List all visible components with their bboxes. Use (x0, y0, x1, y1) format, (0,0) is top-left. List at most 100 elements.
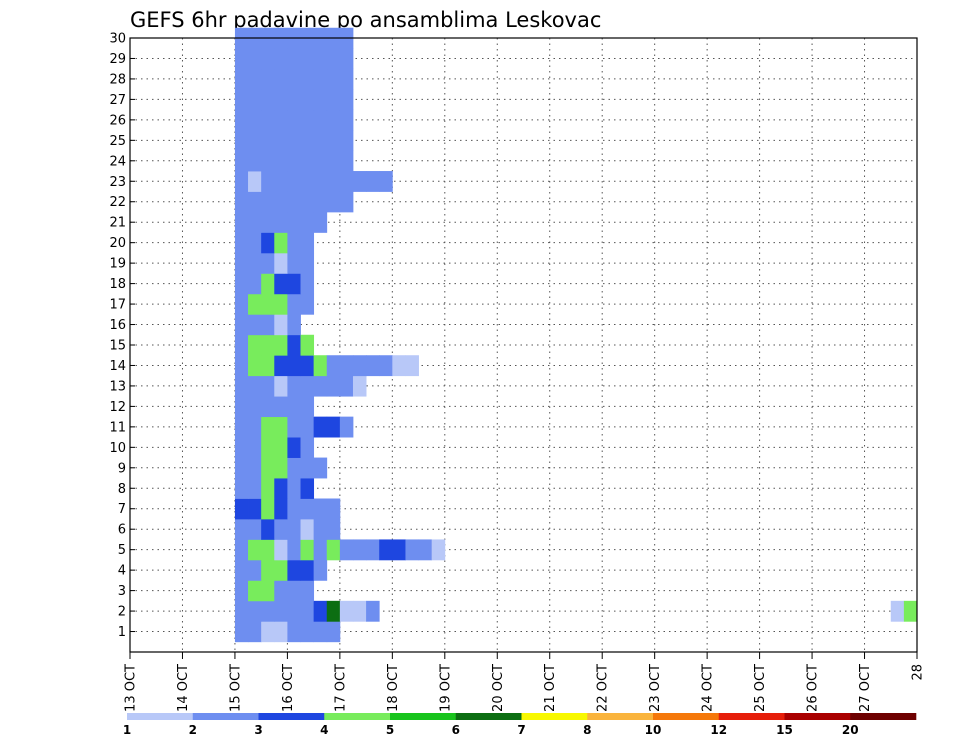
ensemble-cell (248, 211, 262, 233)
ensemble-cell (234, 518, 249, 540)
y-tick-label: 21 (109, 216, 126, 231)
ensemble-cell (300, 48, 315, 70)
ensemble-cell (234, 171, 249, 192)
ensemble-cell (287, 232, 301, 254)
ensemble-cell (326, 48, 341, 70)
ensemble-cell (890, 600, 905, 622)
y-tick-label: 7 (118, 502, 126, 517)
colorbar-swatch (521, 713, 588, 720)
ensemble-cell (274, 498, 288, 520)
ensemble-cell (261, 437, 275, 458)
ensemble-cell (287, 539, 301, 561)
ensemble-cell (248, 621, 262, 643)
ensemble-cell (300, 68, 315, 90)
ensemble-cell (352, 539, 367, 561)
y-tick-label: 15 (109, 339, 126, 354)
y-tick-label: 2 (118, 605, 126, 620)
ensemble-cell (248, 416, 262, 438)
colorbar: 1 2 3 4 5 6 7 8 10 12 15 20 (123, 713, 917, 737)
ensemble-cell (234, 48, 249, 70)
ensemble-cell (339, 48, 354, 70)
y-tick-label: 24 (109, 154, 126, 169)
ensemble-cell (234, 580, 249, 602)
ensemble-cell (326, 171, 341, 192)
ensemble-cell (248, 252, 262, 274)
colorbar-swatch (127, 713, 194, 720)
ensemble-cell (234, 539, 249, 561)
ensemble-cell (352, 375, 367, 397)
ensemble-cell (326, 621, 341, 643)
ensemble-cell (287, 355, 301, 377)
ensemble-cell (274, 559, 288, 581)
ensemble-cell (300, 130, 315, 151)
ensemble-cell (313, 621, 328, 643)
x-tick-label: 23 OCT (648, 664, 663, 712)
ensemble-cell (300, 437, 315, 458)
colorbar-label: 7 (517, 723, 525, 737)
ensemble-cell (313, 211, 328, 233)
y-tick-label: 26 (109, 113, 126, 128)
ensemble-cell (274, 478, 288, 499)
x-tick-label: 18 OCT (386, 664, 401, 712)
ensemble-cell (248, 600, 262, 622)
grid-lines (130, 37, 917, 652)
ensemble-cell (261, 191, 275, 213)
ensemble-cell (379, 539, 393, 561)
ensemble-cell (234, 498, 249, 520)
ensemble-cell (313, 457, 328, 479)
ensemble-cell (261, 498, 275, 520)
ensemble-cell (300, 498, 315, 520)
colorbar-swatch (850, 713, 917, 720)
x-tick-label: 21 OCT (543, 664, 558, 712)
ensemble-cell (287, 416, 301, 438)
colorbar-label: 15 (776, 723, 793, 737)
y-tick-label: 19 (109, 257, 126, 272)
ensemble-cell (234, 621, 249, 643)
ensemble-cell (300, 457, 315, 479)
ensemble-cell (248, 580, 262, 602)
ensemble-cell (234, 334, 249, 356)
ensemble-cell (274, 457, 288, 479)
ensemble-cell (300, 621, 315, 643)
ensemble-cell (339, 191, 354, 213)
ensemble-cell (313, 518, 328, 540)
ensemble-cell (313, 68, 328, 90)
ensemble-cell (261, 109, 275, 131)
ensemble-cell (287, 314, 301, 336)
ensemble-cell (300, 334, 315, 356)
ensemble-cell (300, 191, 315, 213)
ensemble-cell (287, 171, 301, 192)
ensemble-cell (234, 416, 249, 438)
ensemble-cell (274, 396, 288, 418)
ensemble-cell (248, 68, 262, 90)
ensemble-cell (326, 130, 341, 151)
ensemble-cell (287, 334, 301, 356)
ensemble-cell (274, 191, 288, 213)
ensemble-cell (248, 559, 262, 581)
ensemble-cell (300, 109, 315, 131)
ensemble-cell (405, 539, 419, 561)
ensemble-cell (313, 109, 328, 131)
ensemble-cell (287, 600, 301, 622)
colorbar-swatch (718, 713, 785, 720)
ensemble-cell (366, 171, 380, 192)
ensemble-cell (261, 600, 275, 622)
ensemble-cell (313, 171, 328, 192)
ensemble-cell (287, 48, 301, 70)
chart-title: GEFS 6hr padavine po ansamblima Leskovac (130, 8, 601, 32)
ensemble-cell (300, 171, 315, 192)
ensemble-cell (248, 355, 262, 377)
ensemble-cell (261, 518, 275, 540)
ensemble-cell (261, 457, 275, 479)
ensemble-cell (313, 130, 328, 151)
ensemble-cell (313, 539, 328, 561)
ensemble-cell (339, 109, 354, 131)
ensemble-cell (261, 273, 275, 295)
ensemble-cell (261, 580, 275, 602)
ensemble-cell (326, 539, 341, 561)
y-tick-label: 16 (109, 318, 126, 333)
y-tick-label: 12 (109, 400, 126, 415)
ensemble-cell (234, 232, 249, 254)
ensemble-cell (274, 375, 288, 397)
ensemble-cell (274, 416, 288, 438)
